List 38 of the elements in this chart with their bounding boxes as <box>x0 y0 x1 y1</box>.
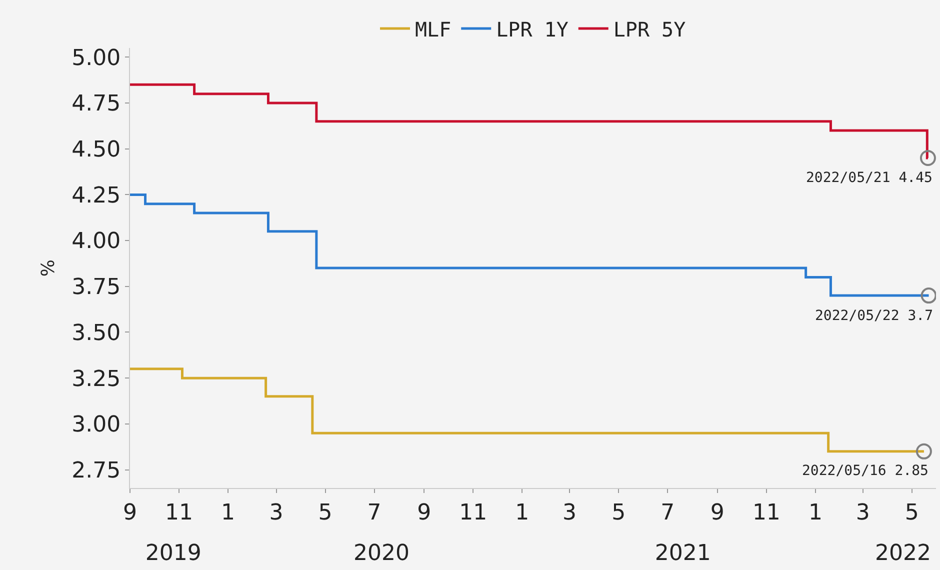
annotation: 2022/05/21 4.45 <box>806 170 932 186</box>
y-tick-label: 3.00 <box>72 412 121 438</box>
x-tick-label: 1 <box>221 500 236 526</box>
x-tick-label: 11 <box>752 500 780 526</box>
x-tick-label: 5 <box>904 500 919 526</box>
x-tick-label: 11 <box>165 500 194 526</box>
y-tick-label: 4.75 <box>72 92 121 117</box>
y-tick-label: 4.50 <box>72 138 121 163</box>
x-tick-label: 9 <box>417 500 432 526</box>
y-axis-title: % <box>38 259 59 277</box>
legend-label: LPR 1Y <box>496 17 568 42</box>
x-tick-label: 3 <box>269 500 284 526</box>
x-tick-label: 3 <box>856 500 870 526</box>
x2-tick-label: 2020 <box>354 541 410 566</box>
annotation: 2022/05/22 3.7 <box>815 308 934 324</box>
y-tick-label: 4.25 <box>72 183 121 208</box>
x2-tick-label: 2021 <box>654 541 711 566</box>
x-tick-label: 9 <box>710 500 724 526</box>
x-tick-label: 3 <box>562 500 577 526</box>
x-tick-label: 1 <box>515 500 530 526</box>
y-tick-label: 3.75 <box>72 275 121 300</box>
x2-tick-label: 2019 <box>145 541 202 566</box>
x-tick-label: 5 <box>318 500 332 526</box>
y-tick-label: 3.50 <box>72 320 121 346</box>
legend-label: MLF <box>415 17 452 42</box>
annotation: 2022/05/16 2.85 <box>802 463 928 479</box>
x2-tick-label: 2022 <box>875 541 932 566</box>
x-tick-label: 11 <box>459 500 488 526</box>
x-tick-label: 7 <box>367 500 382 526</box>
y-tick-label: 4.00 <box>72 229 121 254</box>
x-tick-label: 1 <box>808 500 822 526</box>
legend-label: LPR 5Y <box>613 17 686 42</box>
x-tick-label: 9 <box>123 500 137 526</box>
y-tick-label: 2.75 <box>72 458 121 484</box>
x-tick-label: 5 <box>612 500 626 526</box>
x-tick-label: 7 <box>660 500 675 526</box>
y-tick-label: 3.25 <box>72 366 121 392</box>
y-tick-label: 5.00 <box>72 46 121 71</box>
